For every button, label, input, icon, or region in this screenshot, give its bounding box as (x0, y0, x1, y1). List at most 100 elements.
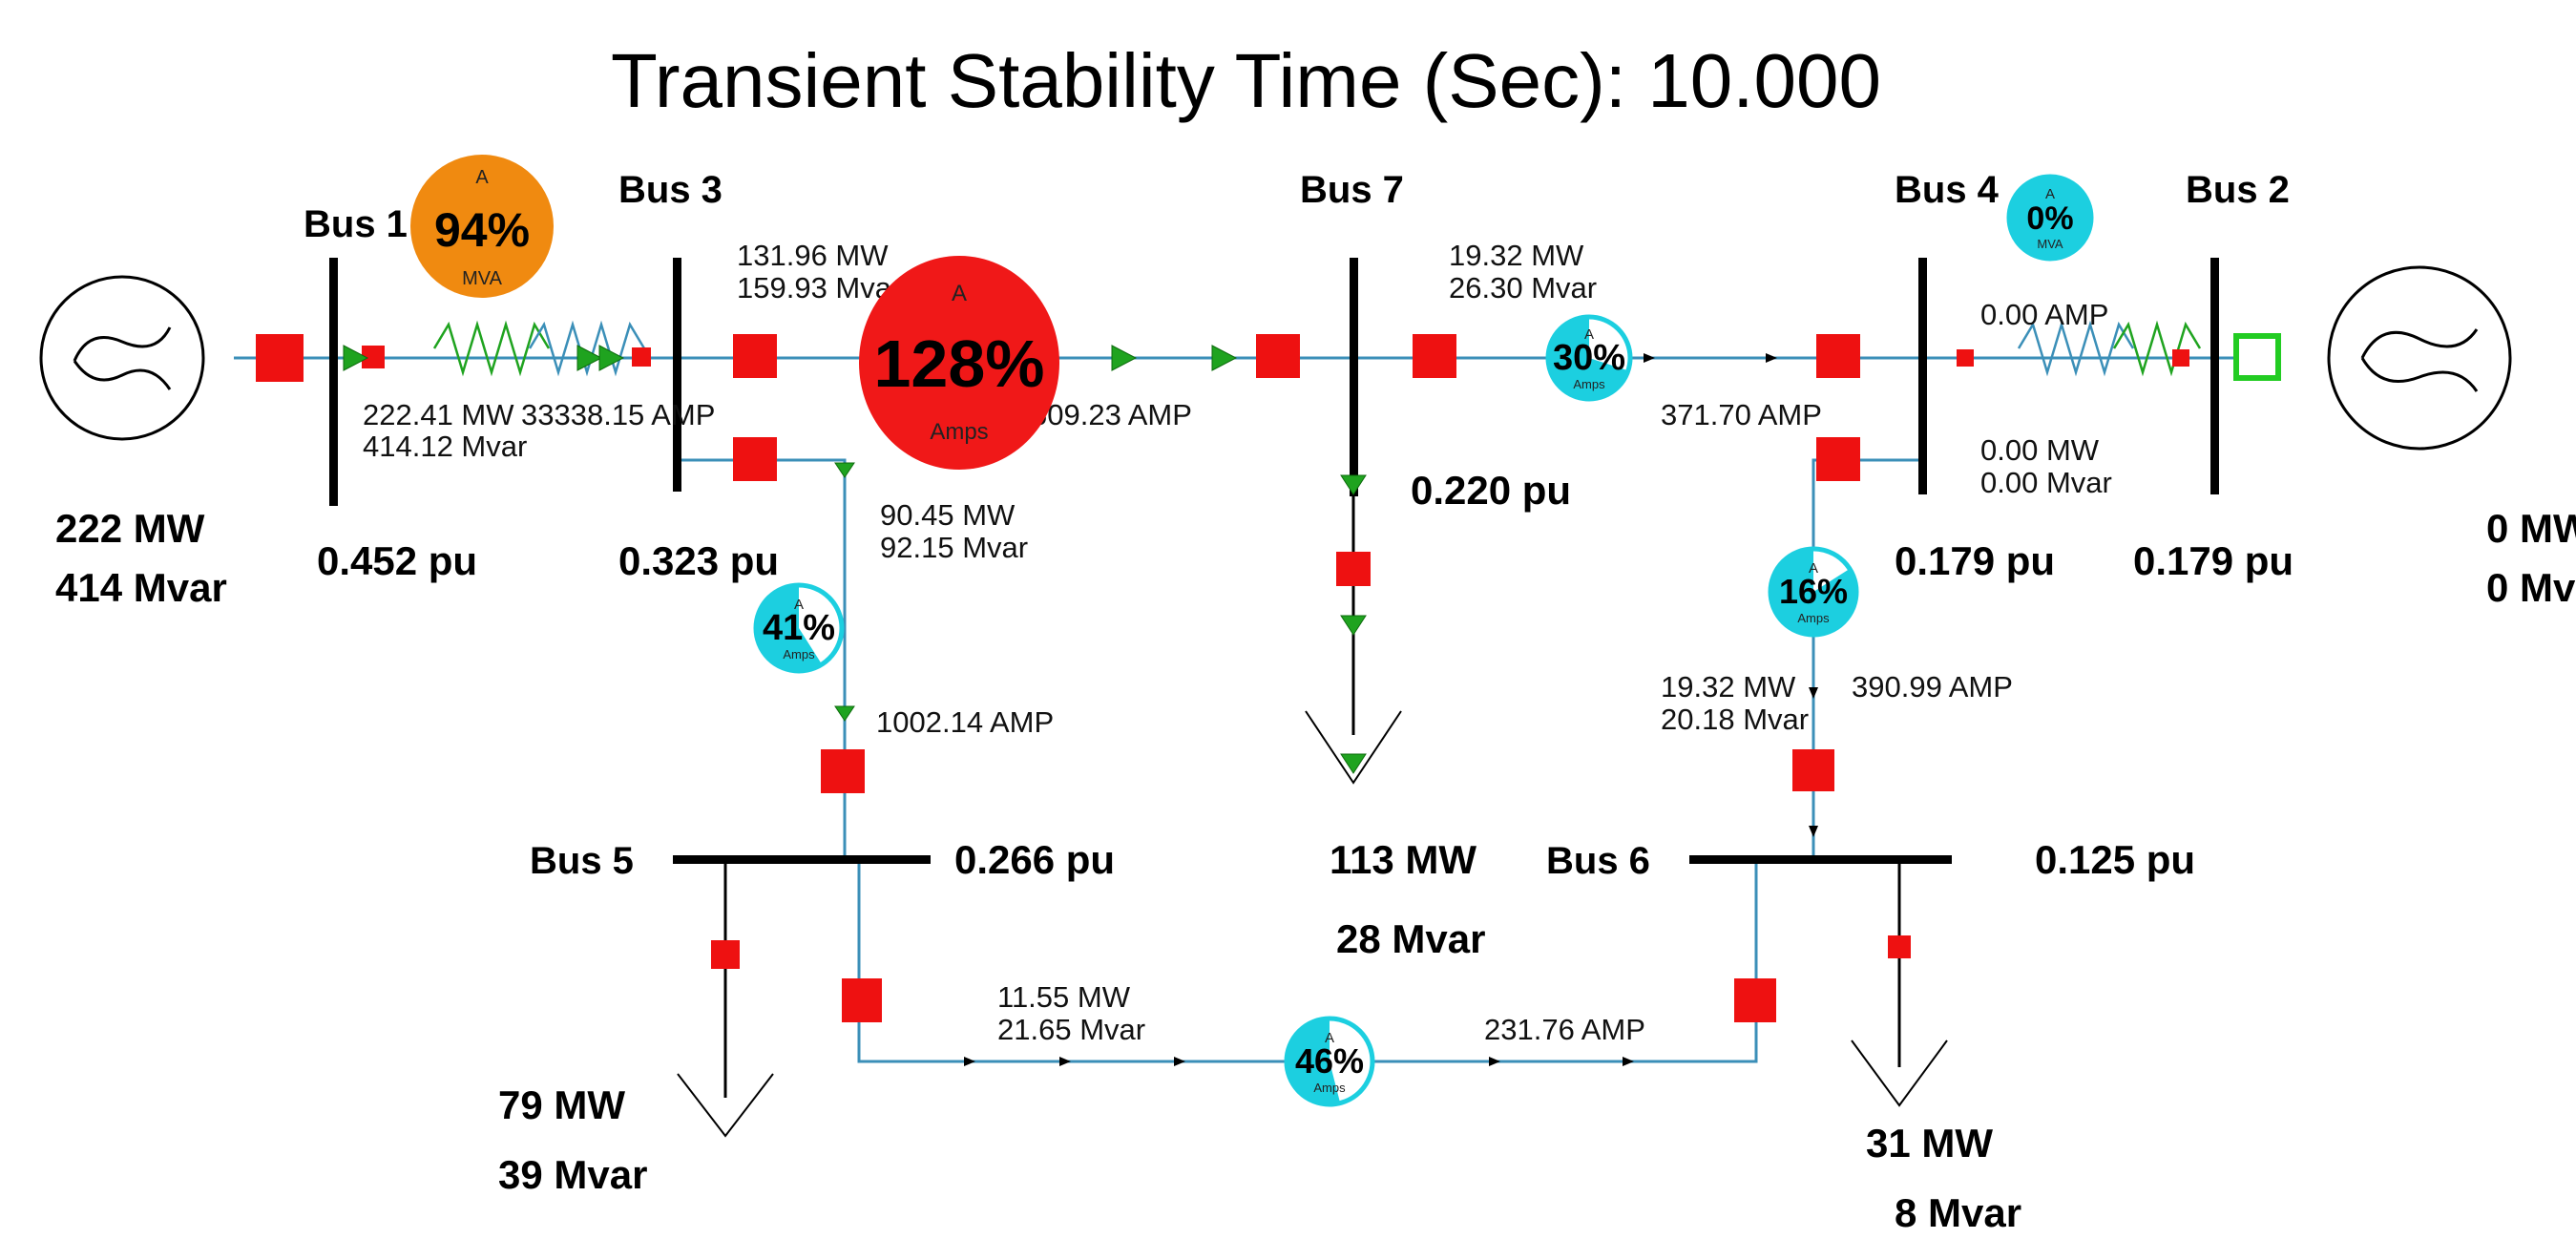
gauge-line-bus3-bus5-top: A (794, 597, 804, 613)
load5-mw: 79 MW (498, 1082, 625, 1127)
load5-arrow-icon (677, 1073, 774, 1138)
gauge-line-bus5-bus6-value: 46% (1295, 1041, 1364, 1081)
b7-b4-mw: 19.32 MW (1449, 239, 1584, 272)
b3-b5-amp: 1002.14 AMP (876, 705, 1054, 739)
breaker-line37-bus7[interactable] (1256, 334, 1300, 378)
flow-arrow-icon (834, 462, 855, 478)
breaker-load7[interactable] (1336, 552, 1371, 586)
gauge-line-bus3-bus7-value: 128% (873, 326, 1044, 401)
breaker-t2-bus2[interactable] (2172, 349, 2189, 367)
gauge-line-bus3-bus7-top: A (952, 281, 967, 306)
b4-b6-amp: 390.99 AMP (1852, 670, 2013, 704)
transformer-1-primary-icon (432, 320, 551, 377)
generator-2[interactable]: 0 MW 0 Mvar (2327, 265, 2576, 610)
flow-arrow-icon (1809, 687, 1818, 699)
load7-arrow-icon (1305, 710, 1402, 785)
gauge-line-bus7-bus4[interactable]: A30%Amps (1545, 314, 1633, 402)
bus4-bus6-line[interactable] (1812, 458, 1918, 859)
gauge-transformer-2-unit: MVA (2037, 237, 2063, 251)
breaker-gen2-open[interactable] (2233, 333, 2281, 381)
bus4-bar[interactable] (1918, 258, 1927, 494)
gauge-line-bus3-bus7[interactable]: A 128% Amps (859, 256, 1059, 470)
transformer-1[interactable] (432, 320, 646, 377)
gauge-transformer-2-fill (2011, 178, 2089, 257)
b7-b4-mvar: 26.30 Mvar (1449, 271, 1597, 304)
gauge-line-bus4-bus6-value: 16% (1779, 572, 1848, 611)
breaker-line35-bus5[interactable] (821, 749, 865, 793)
load6-mvar: 8 Mvar (1895, 1190, 2021, 1235)
flow-arrow-icon (576, 345, 603, 371)
transformer-2-secondary-icon (2112, 320, 2202, 377)
gauge-line-bus7-bus4-fill (1548, 317, 1628, 400)
gauge-line-bus3-bus5[interactable]: A41%Amps (753, 582, 845, 674)
bus5-label: Bus 5 (530, 840, 634, 882)
flow-arrow-icon (1766, 353, 1777, 363)
gauge-line-bus7-bus4-unit: Amps (1573, 377, 1605, 391)
gauge-line-bus5-bus6-unit: Amps (1313, 1081, 1346, 1095)
bus7-voltage: 0.220 pu (1411, 468, 1571, 513)
bus3-voltage: 0.323 pu (618, 538, 779, 583)
bus-bars (329, 258, 2219, 864)
bus6-bar[interactable] (1689, 855, 1952, 864)
gauge-transformer-2[interactable]: A0%MVA (2006, 174, 2094, 262)
gauge-transformer-1[interactable]: A 94% MVA (410, 155, 554, 298)
breaker-load6[interactable] (1888, 935, 1911, 958)
generator-2-icon[interactable] (2327, 265, 2512, 451)
breaker-load5[interactable] (711, 940, 740, 969)
b4-b2-mw: 0.00 MW (1980, 433, 2100, 467)
bus2-bar[interactable] (2210, 258, 2219, 494)
flow-arrow-icon (1340, 615, 1367, 636)
load7-mw: 113 MW (1330, 837, 1476, 882)
transformer-2[interactable] (2017, 320, 2202, 377)
bus6-label: Bus 6 (1546, 840, 1650, 882)
gen2-mvar: 0 Mvar (2486, 565, 2576, 610)
breaker-line74-bus4[interactable] (1816, 334, 1860, 378)
breaker-bus5-line56[interactable] (842, 978, 882, 1022)
b4-b6-mvar: 20.18 Mvar (1661, 703, 1809, 736)
generator-1[interactable]: 222 MW 414 Mvar (39, 275, 227, 610)
breaker-bus3-line37[interactable] (733, 334, 777, 378)
bus1-voltage: 0.452 pu (317, 538, 477, 583)
breaker-bus3-line35[interactable] (733, 437, 777, 481)
gauge-line-bus4-bus6[interactable]: A16%Amps (1768, 546, 1859, 638)
breaker-line56-bus6[interactable] (1734, 978, 1776, 1022)
gauge-line-bus3-bus5-unit: Amps (783, 647, 815, 662)
gauge-line-bus7-bus4-value: 30% (1553, 338, 1625, 378)
gen1-flow-mw: 222.41 MW (363, 398, 514, 431)
bus5-bar[interactable] (673, 855, 931, 864)
breaker-bus4-line46[interactable] (1816, 437, 1860, 481)
breaker-line46-bus6[interactable] (1792, 749, 1834, 791)
load5-mvar: 39 Mvar (498, 1152, 647, 1197)
flow-arrow-icon (1059, 1057, 1071, 1066)
bus3-bus5-line[interactable] (673, 458, 847, 859)
transformer-2-primary-icon (2017, 320, 2135, 377)
generator-1-icon[interactable] (39, 275, 205, 441)
breaker-t1-bus3[interactable] (632, 347, 651, 367)
gauge-line-bus4-bus6-unit: Amps (1797, 611, 1830, 625)
bus3-bar[interactable] (673, 258, 681, 492)
breaker-bus4-t2[interactable] (1957, 349, 1974, 367)
breaker-gen1[interactable] (256, 334, 304, 382)
gauge-line-bus5-bus6[interactable]: A46%Amps (1284, 1016, 1375, 1107)
bus1-label: Bus 1 (304, 203, 408, 245)
breakers (256, 333, 2281, 1022)
gauge-line-bus3-bus5-fill (755, 585, 823, 671)
flow-arrow-icon (964, 1057, 975, 1066)
bus2-voltage: 0.179 pu (2133, 538, 2293, 583)
bus1-bar[interactable] (329, 258, 338, 506)
bus6-voltage: 0.125 pu (2035, 837, 2195, 882)
flow-arrow-icon (1489, 1057, 1500, 1066)
gen1-flow-amp: 33338.15 AMP (521, 398, 715, 431)
bus7-bar[interactable] (1350, 258, 1358, 496)
gauge-line-bus4-bus6-top: A (1809, 560, 1818, 577)
flow-arrow-icon (1809, 826, 1818, 837)
transformer-1-secondary-icon (528, 320, 646, 377)
load6-arrow-icon (1851, 1040, 1948, 1107)
b5-b6-amp: 231.76 AMP (1484, 1013, 1645, 1046)
bus2-label: Bus 2 (2186, 169, 2290, 211)
breaker-bus7-line74[interactable] (1413, 334, 1456, 378)
flow-arrow-icon (343, 345, 369, 371)
simulation-time-title: Transient Stability Time (Sec): 10.000 (611, 38, 1881, 123)
